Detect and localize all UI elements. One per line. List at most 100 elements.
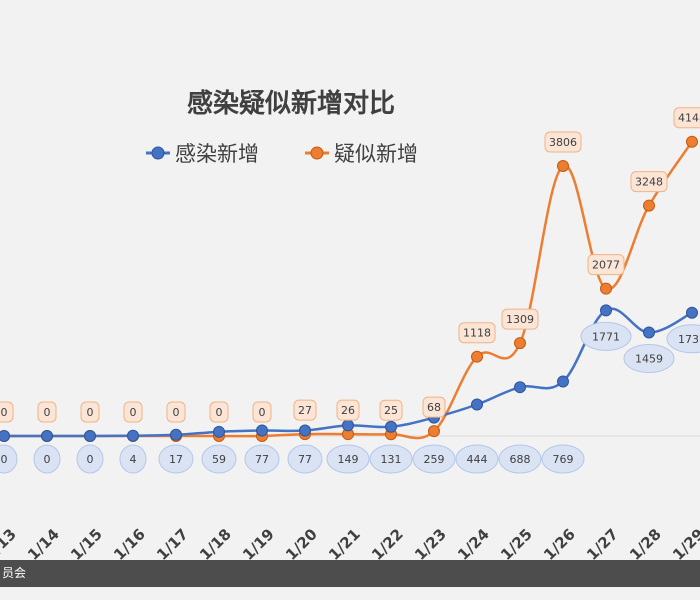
svg-text:3806: 3806 bbox=[549, 136, 577, 149]
x-tick-label-14: 1/27 bbox=[583, 525, 622, 564]
series-0-point-1 bbox=[41, 430, 53, 442]
series-0-point-13 bbox=[557, 375, 569, 388]
series-1-point-13 bbox=[557, 160, 569, 172]
series-0-point-5 bbox=[213, 425, 225, 438]
svg-text:769: 769 bbox=[553, 453, 574, 466]
x-tick-label-9: 1/22 bbox=[368, 525, 407, 564]
series-0-point-3 bbox=[127, 429, 139, 442]
series-0-data-label-14: 1771 bbox=[580, 321, 632, 351]
svg-text:17: 17 bbox=[169, 453, 183, 466]
series-0-data-label-4: 17 bbox=[158, 444, 194, 474]
series-0-point-8 bbox=[342, 419, 354, 432]
x-tick-label-12: 1/25 bbox=[497, 525, 536, 564]
x-tick-label-6: 1/19 bbox=[239, 525, 278, 564]
svg-text:0: 0 bbox=[87, 406, 94, 419]
svg-text:59: 59 bbox=[212, 453, 226, 466]
x-tick-label-5: 1/18 bbox=[196, 525, 235, 564]
legend-item-series-1: 疑似新增 bbox=[305, 142, 418, 166]
series-1-data-label-13: 3806 bbox=[544, 131, 582, 153]
svg-text:3248: 3248 bbox=[635, 176, 663, 189]
chart-title: 感染疑似新增对比 bbox=[187, 88, 395, 119]
series-1-data-label-2: 0 bbox=[80, 401, 100, 423]
series-0-data-label-6: 77 bbox=[244, 444, 280, 474]
svg-text:0: 0 bbox=[173, 406, 180, 419]
series-1-point-10 bbox=[428, 425, 440, 438]
legend-label-series-0: 感染新增 bbox=[175, 142, 259, 166]
series-0-point-2 bbox=[84, 430, 96, 442]
series-1-data-label-16: 4148 bbox=[673, 107, 700, 129]
series-0-data-label-13: 769 bbox=[541, 444, 585, 474]
series-0-point-9 bbox=[385, 420, 397, 433]
series-0-data-label-10: 259 bbox=[412, 444, 456, 474]
series-0-point-6 bbox=[256, 424, 268, 437]
svg-text:27: 27 bbox=[298, 404, 312, 417]
svg-text:0: 0 bbox=[130, 406, 137, 419]
series-0-data-label-2: 0 bbox=[76, 444, 104, 474]
series-0-point-12 bbox=[514, 381, 526, 394]
series-0-data-label-7: 77 bbox=[287, 444, 323, 474]
svg-text:688: 688 bbox=[510, 453, 531, 466]
series-0-point-11 bbox=[471, 398, 483, 411]
series-0-data-label-9: 131 bbox=[369, 444, 413, 474]
x-tick-label-15: 1/28 bbox=[626, 525, 665, 564]
data-label-layer: 0 0 0 0 0 0 0 27 26 25 68 1118 1309 3806 2077 3248 4148 0… bbox=[0, 107, 700, 474]
x-tick-label-8: 1/21 bbox=[325, 525, 364, 564]
svg-text:25: 25 bbox=[384, 404, 398, 417]
x-tick-label-13: 1/26 bbox=[540, 525, 579, 564]
series-0-point-15 bbox=[643, 326, 655, 339]
series-1-data-label-5: 0 bbox=[209, 401, 229, 423]
series-layer bbox=[0, 135, 698, 442]
x-tick-label-4: 1/17 bbox=[153, 525, 192, 564]
series-1-data-label-6: 0 bbox=[252, 401, 272, 423]
series-1-point-16 bbox=[686, 135, 698, 148]
series-1-point-15 bbox=[643, 199, 655, 212]
x-tick-label-3: 1/16 bbox=[110, 525, 149, 564]
series-0-data-label-16: 1737 bbox=[666, 324, 700, 354]
series-0-data-label-1: 0 bbox=[33, 444, 61, 474]
svg-text:1737: 1737 bbox=[678, 333, 700, 346]
svg-text:444: 444 bbox=[467, 453, 488, 466]
svg-text:4148: 4148 bbox=[678, 112, 700, 125]
series-line-1 bbox=[4, 141, 694, 440]
series-0-data-label-12: 688 bbox=[498, 444, 542, 474]
series-1-point-12 bbox=[514, 337, 526, 350]
series-1-data-label-7: 27 bbox=[293, 399, 317, 421]
x-tick-label-2: 1/15 bbox=[67, 525, 106, 564]
svg-text:2077: 2077 bbox=[592, 259, 620, 272]
svg-text:77: 77 bbox=[255, 453, 269, 466]
series-0-data-label-3: 4 bbox=[119, 444, 147, 474]
series-0-data-label-0: 0 bbox=[0, 444, 18, 474]
svg-text:0: 0 bbox=[259, 406, 266, 419]
series-1-data-label-10: 68 bbox=[422, 396, 446, 418]
x-tick-layer: 1/13 1/14 1/15 1/16 1/17 1/18 1/19 1/20 1/21 1/22… bbox=[0, 525, 700, 564]
svg-text:0: 0 bbox=[44, 406, 51, 419]
svg-text:1771: 1771 bbox=[592, 330, 620, 343]
series-1-point-11 bbox=[471, 350, 483, 363]
svg-text:26: 26 bbox=[341, 404, 355, 417]
svg-text:0: 0 bbox=[1, 453, 8, 466]
svg-text:0: 0 bbox=[216, 406, 223, 419]
series-0-point-0 bbox=[0, 430, 10, 442]
series-1-point-14 bbox=[600, 282, 612, 295]
series-1-data-label-0: 0 bbox=[0, 401, 14, 423]
svg-text:0: 0 bbox=[87, 453, 94, 466]
legend: 感染新增 疑似新增 bbox=[146, 142, 418, 166]
series-0-point-4 bbox=[170, 428, 182, 441]
svg-text:0: 0 bbox=[1, 406, 8, 419]
footer-text: 员会 bbox=[2, 566, 27, 580]
series-1-data-label-15: 3248 bbox=[630, 171, 668, 193]
x-tick-label-0: 1/13 bbox=[0, 525, 20, 564]
svg-text:1118: 1118 bbox=[463, 327, 491, 340]
svg-text:131: 131 bbox=[381, 453, 402, 466]
svg-text:149: 149 bbox=[338, 453, 359, 466]
legend-item-series-0: 感染新增 bbox=[146, 142, 259, 166]
footer-bar: 员会 bbox=[0, 560, 700, 587]
series-0-data-label-8: 149 bbox=[326, 444, 370, 474]
series-0-data-label-5: 59 bbox=[201, 444, 237, 474]
x-tick-label-7: 1/20 bbox=[282, 525, 321, 564]
x-tick-label-16: 1/29 bbox=[669, 525, 700, 564]
svg-text:77: 77 bbox=[298, 453, 312, 466]
svg-text:68: 68 bbox=[427, 401, 441, 414]
